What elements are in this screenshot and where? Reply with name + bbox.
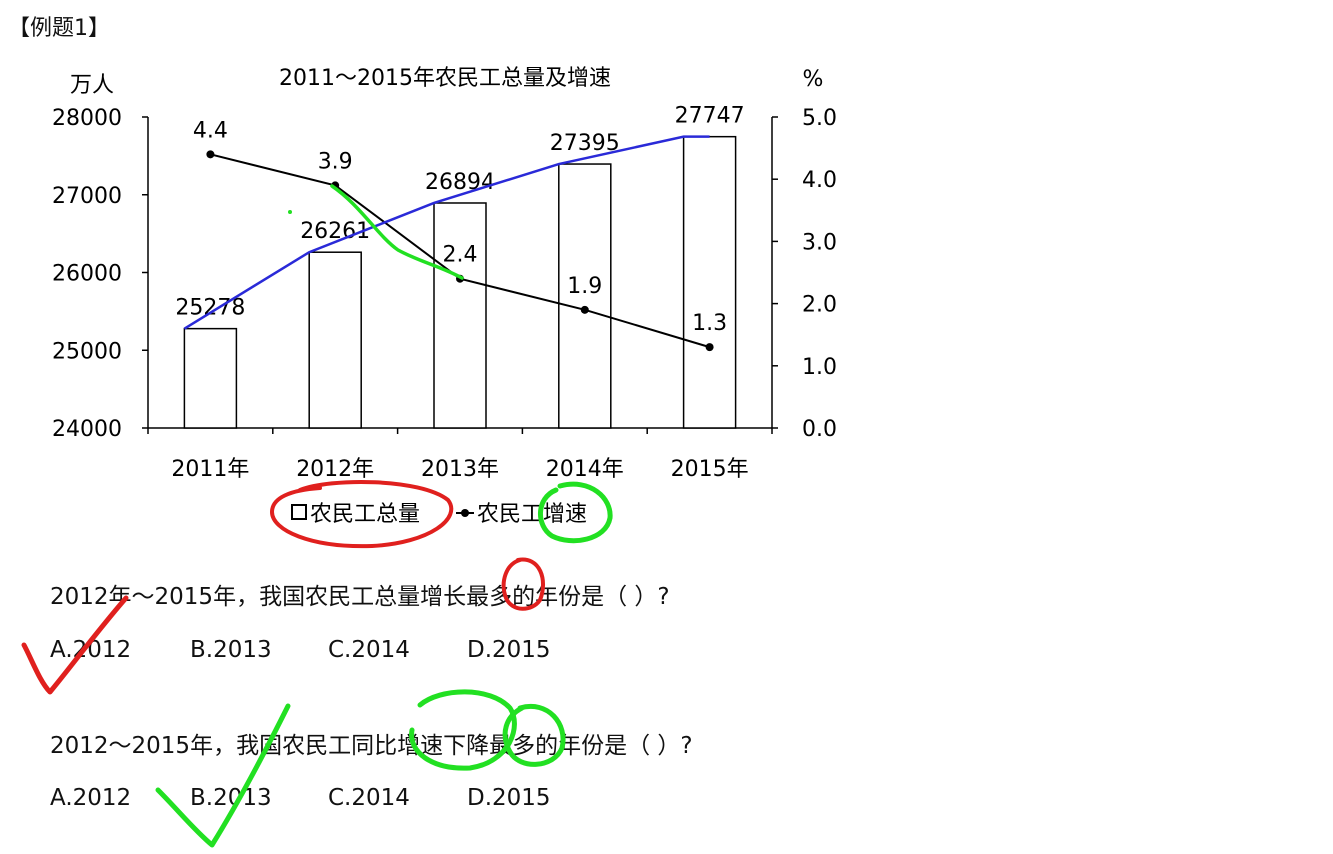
x-tick-label: 2011年	[171, 457, 249, 482]
growth-rate-label: 1.3	[692, 311, 727, 336]
blue-handdrawn-trend	[183, 135, 710, 330]
bar-value-label: 25278	[175, 296, 245, 321]
example-tag: 【例题1】	[8, 16, 110, 41]
left-tick-label: 24000	[52, 417, 122, 442]
left-axis-unit: 万人	[70, 73, 114, 98]
legend-line-label: 农民工增速	[477, 502, 587, 527]
bar-2012年	[308, 251, 362, 429]
bar-value-label: 27747	[675, 104, 745, 129]
growth-rate-point	[206, 150, 215, 159]
left-tick-label: 27000	[52, 184, 122, 209]
growth-rate-label: 3.9	[318, 149, 353, 174]
question-1-option-d[interactable]: D.2015	[467, 637, 551, 663]
x-tick-label: 2014年	[546, 457, 624, 482]
growth-rate-label: 2.4	[443, 243, 478, 268]
right-axis-unit: %	[803, 67, 824, 92]
green-highlight-stroke	[330, 184, 464, 280]
bar-2013年	[433, 202, 487, 429]
question-1-option-b[interactable]: B.2013	[190, 637, 272, 663]
chart-area: 2011～2015年农民工总量及增速 万人% 24000 25000 26000 2700…	[0, 0, 860, 560]
question-1-text: 2012年～2015年，我国农民工总量增长最多的年份是（ ）?	[50, 584, 670, 610]
question-2-text: 2012～2015年，我国农民工同比增速下降最多的年份是（ ）?	[50, 733, 693, 759]
x-tick-label: 2013年	[421, 457, 499, 482]
x-tick-label: 2012年	[296, 457, 374, 482]
question-2-option-b[interactable]: B.2013	[190, 785, 272, 811]
growth-rate-label: 4.4	[193, 118, 228, 143]
left-tick-label: 26000	[52, 262, 122, 287]
legend-bar-swatch	[291, 504, 307, 520]
legend-bar-label: 农民工总量	[310, 502, 420, 527]
right-tick-label: 3.0	[802, 230, 837, 255]
left-tick-label: 28000	[52, 106, 122, 131]
right-tick-label: 2.0	[802, 293, 837, 318]
legend-line-marker	[461, 509, 469, 517]
chart-title: 2011～2015年农民工总量及增速	[279, 66, 611, 91]
right-tick-label: 4.0	[802, 168, 837, 193]
right-tick-label: 1.0	[802, 355, 837, 380]
growth-rate-point	[705, 343, 714, 352]
question-1-option-c[interactable]: C.2014	[328, 637, 410, 663]
green-dot	[288, 210, 292, 214]
question-2-option-d[interactable]: D.2015	[467, 785, 551, 811]
right-tick-label: 0.0	[802, 417, 837, 442]
bar-2011年	[183, 327, 238, 429]
bar-value-label: 27395	[550, 131, 620, 156]
question-2-option-a[interactable]: A.2012	[50, 785, 132, 811]
right-tick-label: 5.0	[802, 106, 837, 131]
bar-value-label: 26894	[425, 170, 495, 195]
question-1-option-a[interactable]: A.2012	[50, 637, 132, 663]
chart-svg: 2011～2015年农民工总量及增速 万人 % 24000 25000 26000 2700…	[52, 66, 837, 527]
growth-rate-point	[580, 305, 589, 314]
bar-2014年	[558, 163, 612, 429]
growth-rate-label: 1.9	[567, 274, 602, 299]
question-2-option-c[interactable]: C.2014	[328, 785, 410, 811]
left-tick-label: 25000	[52, 339, 122, 364]
bar-2015年	[682, 135, 737, 429]
x-tick-label: 2015年	[671, 457, 749, 482]
